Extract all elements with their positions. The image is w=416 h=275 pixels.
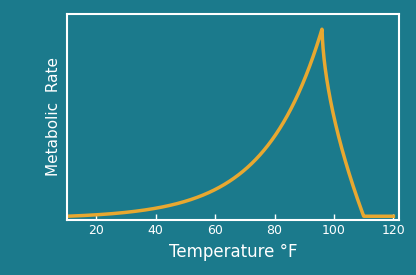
X-axis label: Temperature °F: Temperature °F [169,243,297,261]
Y-axis label: Metabolic  Rate: Metabolic Rate [46,57,61,176]
